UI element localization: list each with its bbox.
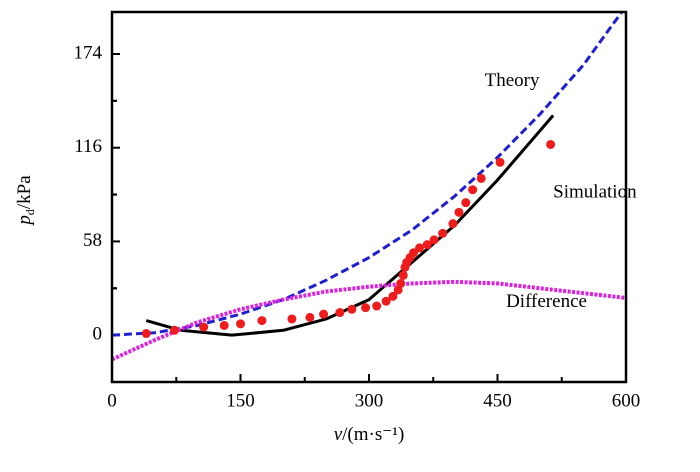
y-label-unit: /kPa — [14, 175, 35, 209]
point — [448, 219, 458, 229]
point — [287, 314, 297, 324]
y-tick-label: 0 — [93, 324, 103, 345]
point — [381, 296, 391, 306]
annotation: Theory — [485, 70, 540, 91]
point — [335, 308, 345, 318]
point — [461, 198, 471, 208]
point — [372, 301, 382, 311]
point — [429, 235, 439, 245]
point — [454, 207, 464, 217]
point — [415, 243, 425, 253]
point — [236, 319, 245, 329]
line-dashed — [112, 12, 623, 337]
x-tick-label: 600 — [612, 390, 641, 411]
annotation: Difference — [506, 291, 587, 312]
point — [422, 240, 432, 250]
x-tick-label: 300 — [355, 390, 384, 411]
x-label-var: v — [334, 424, 343, 445]
line-solid — [145, 114, 555, 337]
y-label-var: p — [14, 215, 35, 227]
point — [468, 185, 478, 195]
plot-frame — [110, 10, 628, 384]
point — [476, 173, 486, 183]
point — [396, 278, 406, 288]
point — [305, 312, 315, 322]
y-tick-label: 174 — [74, 42, 103, 63]
point — [495, 157, 505, 167]
point — [409, 248, 419, 258]
point — [319, 309, 329, 319]
point — [141, 329, 151, 339]
point — [546, 139, 556, 149]
x-tick-label: 0 — [107, 390, 117, 411]
y-axis-label: pd/kPa — [14, 175, 36, 227]
point — [347, 304, 357, 314]
x-tick-label: 450 — [483, 390, 512, 411]
x-axis-label: v/(m·s⁻¹) — [334, 424, 405, 445]
point — [257, 316, 267, 326]
y-tick-label: 58 — [83, 230, 102, 251]
y-label-sub: d — [23, 209, 37, 215]
point — [219, 320, 229, 330]
x-tick-label: 150 — [226, 390, 255, 411]
annotation: Simulation — [553, 181, 637, 202]
point — [199, 322, 209, 332]
y-tick-label: 116 — [74, 136, 102, 157]
point — [170, 325, 180, 335]
point — [361, 303, 371, 313]
point — [388, 291, 398, 301]
plot — [112, 12, 626, 362]
point — [438, 228, 448, 238]
point — [398, 270, 408, 280]
x-label-unit: /(m·s⁻¹) — [342, 424, 404, 445]
